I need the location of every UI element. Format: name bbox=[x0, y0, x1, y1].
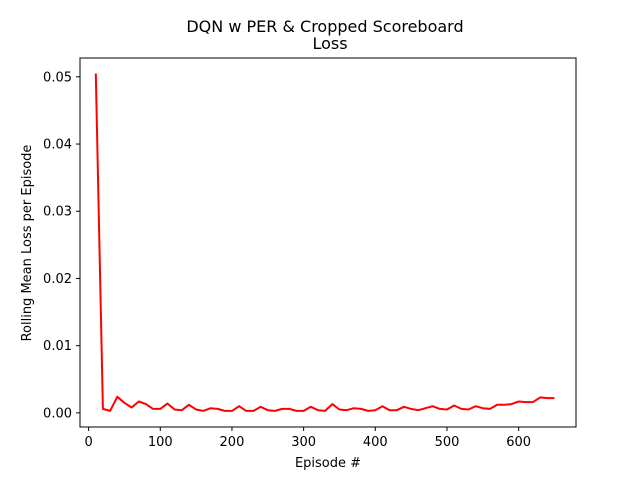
x-tick-label: 300 bbox=[291, 435, 316, 450]
x-tick-label: 0 bbox=[84, 435, 92, 450]
y-tick-label: 0.04 bbox=[43, 138, 72, 153]
x-tick-label: 100 bbox=[148, 435, 173, 450]
x-tick-label: 200 bbox=[220, 435, 245, 450]
loss-series-line bbox=[94, 73, 555, 412]
chart-title: DQN w PER & Cropped Scoreboard bbox=[186, 17, 463, 36]
y-axis-ticks: 0.00 0.01 0.02 0.03 0.04 0.05 bbox=[43, 70, 80, 421]
y-tick-label: 0.01 bbox=[43, 339, 72, 354]
y-tick-label: 0.00 bbox=[43, 406, 72, 421]
y-tick-label: 0.02 bbox=[43, 272, 72, 287]
y-tick-label: 0.03 bbox=[43, 205, 72, 220]
plot-frame bbox=[79, 57, 577, 428]
chart-subtitle: Loss bbox=[312, 34, 347, 53]
x-axis-ticks: 0 100 200 300 400 500 600 bbox=[84, 427, 531, 450]
x-tick-label: 500 bbox=[435, 435, 460, 450]
y-tick-label: 0.05 bbox=[43, 70, 72, 85]
x-tick-label: 400 bbox=[363, 435, 388, 450]
x-axis-label: Episode # bbox=[295, 456, 361, 471]
x-tick-label: 600 bbox=[506, 435, 531, 450]
y-axis-label: Rolling Mean Loss per Episode bbox=[20, 145, 35, 342]
